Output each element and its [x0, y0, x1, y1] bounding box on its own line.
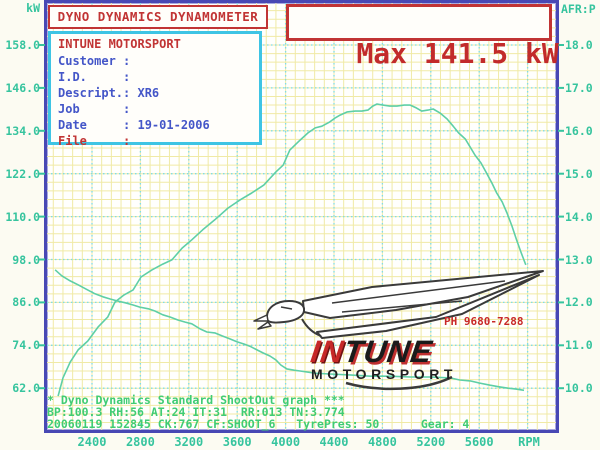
- y-left-tick-label: 98.0: [12, 252, 40, 267]
- motorsport-logo-text: MOTORSPORT: [311, 366, 458, 382]
- customer-info-box: INTUNE MOTORSPORT Customer : I.D. : Descri…: [48, 31, 262, 148]
- y-left-tick-label: 158.0: [5, 38, 40, 52]
- y-right-tick-label: 17.0: [565, 80, 593, 95]
- y-right-tick-label: 12.0: [565, 295, 593, 310]
- dyno-title: DYNO DYNAMICS DYNAMOMETER: [57, 9, 259, 24]
- curves: [54, 103, 527, 397]
- axis-ticks: [39, 44, 564, 390]
- info-row: Date : 19-01-2006: [58, 118, 210, 132]
- left-axis-unit: kW: [26, 1, 40, 15]
- info-row: File :: [58, 134, 131, 148]
- max-power-box: Max 141.5 kW: [286, 4, 559, 69]
- y-left-tick-label: 110.0: [5, 209, 40, 224]
- power-curve: [57, 103, 527, 397]
- y-left-tick-label: 62.0: [12, 381, 40, 396]
- y-left-tick-label: 134.0: [5, 123, 40, 138]
- phone-number: PH 9680-7288: [444, 315, 524, 328]
- x-tick-label: 4800: [367, 435, 397, 449]
- x-axis-unit: RPM: [518, 435, 540, 449]
- status-line: 20060119 152845 CK:767 CF:SHOOT_6 TyrePr…: [47, 417, 470, 431]
- falcon-eye-line: [280, 306, 293, 310]
- y-right-tick-label: 18.0: [565, 38, 593, 52]
- y-right-tick-label: 14.0: [565, 209, 593, 224]
- logo-in: IN: [308, 334, 347, 369]
- status-line: BP:100.3 RH:56 AT:24 IT:31 RR:013 TN:3.7…: [47, 405, 345, 419]
- info-box-title: INTUNE MOTORSPORT: [58, 37, 181, 51]
- right-axis-unit: AFR:P: [561, 2, 596, 16]
- info-row: Job :: [58, 102, 131, 116]
- dyno-title-box: DYNO DYNAMICS DYNAMOMETER: [48, 5, 268, 29]
- x-tick-label: 2400: [77, 435, 107, 449]
- x-tick-label: 2800: [125, 435, 155, 449]
- x-tick-label: 4000: [271, 435, 301, 449]
- y-right-tick-label: 11.0: [565, 338, 593, 353]
- y-right-tick-label: 10.0: [565, 381, 593, 396]
- falcon-logo: [253, 270, 544, 391]
- info-rows: Customer : I.D. : Descript.: XR6 Job : Date …: [58, 53, 259, 149]
- y-right-tick-label: 13.0: [565, 252, 593, 267]
- y-left-tick-label: 86.0: [12, 295, 40, 310]
- falcon-wing-lower: [316, 274, 540, 339]
- y-left-tick-label: 146.0: [5, 80, 40, 95]
- intune-logo-text: INTUNE: [308, 334, 435, 370]
- status-line: * Dyno Dynamics Standard ShootOut graph …: [47, 393, 345, 407]
- x-tick-label: 3200: [174, 435, 204, 449]
- afr-curve: [54, 269, 525, 392]
- max-power-value: Max 141.5 kW: [356, 37, 559, 70]
- falcon-head: [265, 300, 306, 324]
- info-row: I.D. :: [58, 70, 131, 84]
- x-tick-label: 5600: [464, 435, 494, 449]
- y-right-tick-label: 16.0: [565, 123, 593, 138]
- falcon-beak: [253, 314, 272, 330]
- falcon-breast-line: [301, 318, 322, 337]
- logo-tune: TUNE: [341, 334, 435, 369]
- x-tick-label: 5200: [416, 435, 446, 449]
- y-left-tick-label: 74.0: [12, 338, 40, 353]
- falcon-feather-line: [331, 280, 506, 313]
- info-row: Descript.: XR6: [58, 86, 160, 100]
- x-tick-label: 4400: [319, 435, 349, 449]
- info-row: Customer :: [58, 54, 131, 68]
- logo-swoosh: [345, 375, 453, 391]
- y-left-tick-label: 122.0: [5, 166, 40, 181]
- x-tick-label: 3600: [222, 435, 252, 449]
- y-right-tick-label: 15.0: [565, 166, 593, 181]
